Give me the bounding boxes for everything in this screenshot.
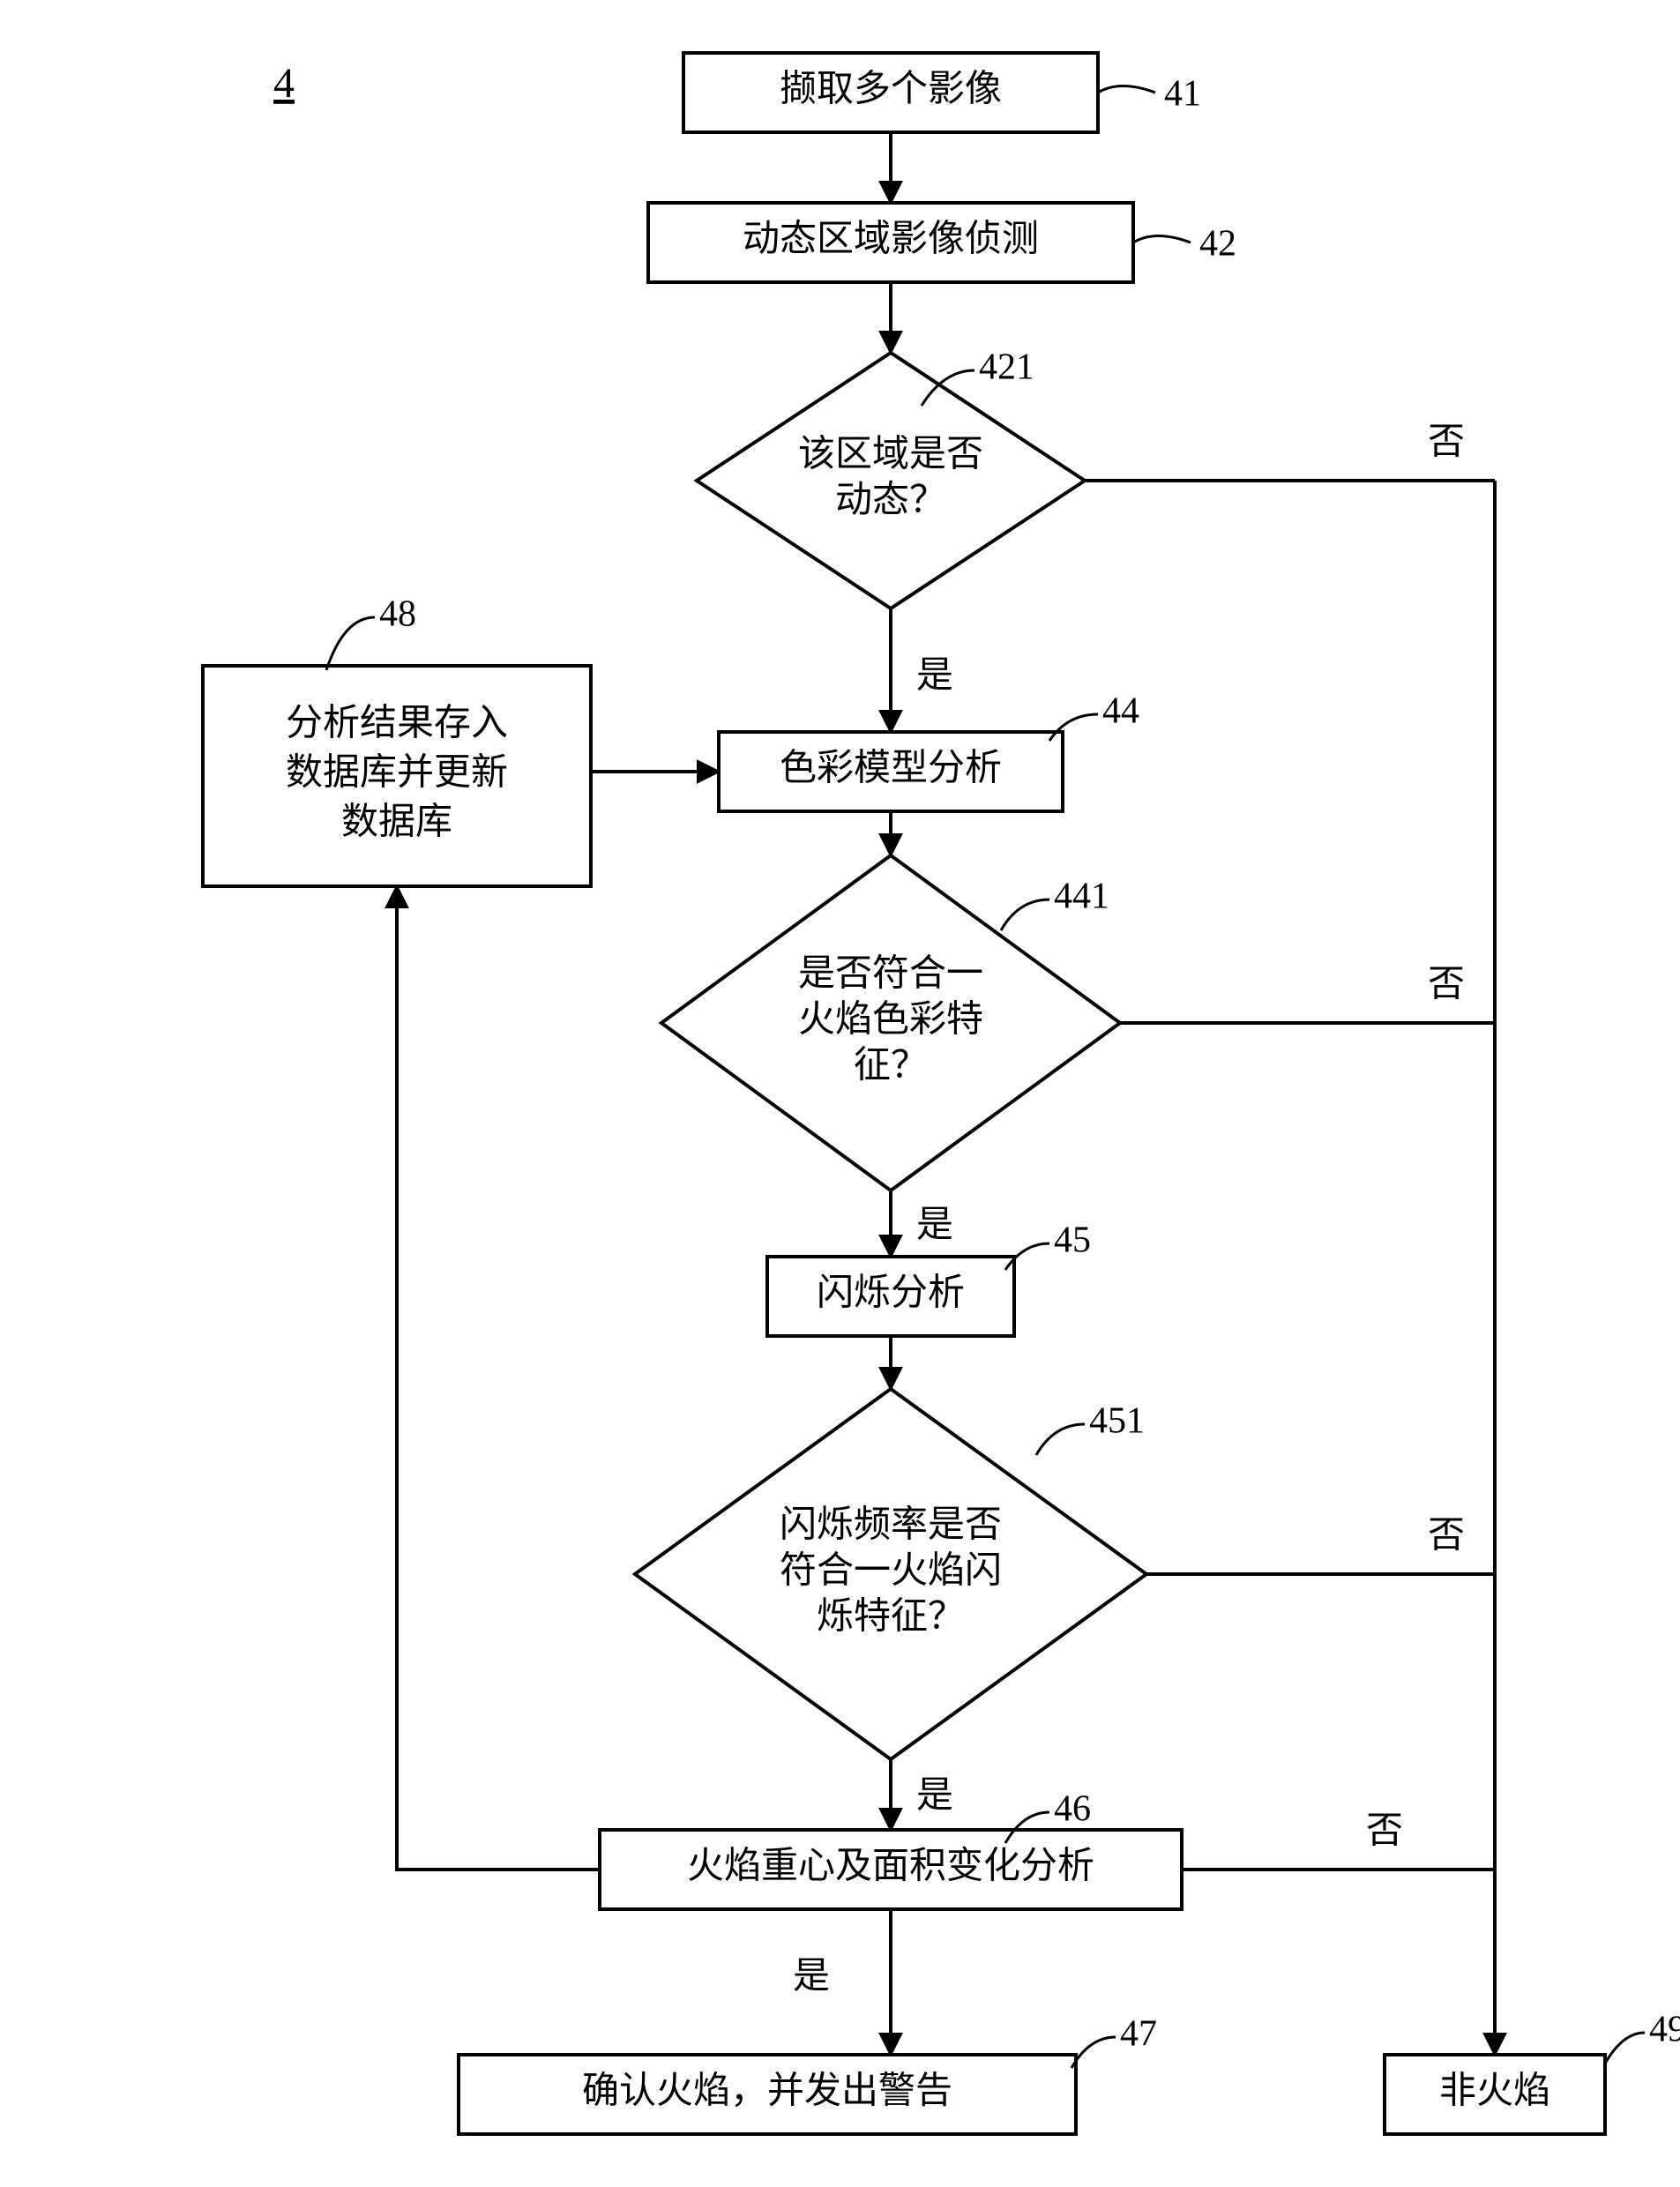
node-text-n48-1: 数据库并更新 [286,753,508,794]
decision-text-d451-0: 闪烁频率是否 [780,1504,1002,1546]
decision-text-d441-1: 火焰色彩特 [798,1000,983,1041]
callout-l451 [1036,1424,1085,1455]
ref-label-l47: 47 [1120,2014,1157,2055]
callout-l41 [1098,86,1155,93]
callout-l42 [1133,236,1191,243]
node-text-n44-0: 色彩模型分析 [780,749,1002,789]
node-text-n48-2: 数据库 [341,802,452,843]
ref-label-l451: 451 [1089,1401,1145,1442]
decision-text-d421-0: 该区域是否 [798,435,983,475]
node-text-n47-0: 确认火焰，并发出警告 [582,2071,952,2112]
decision-text-d421-1: 动态？ [835,481,946,521]
decision-text-d451-1: 符合一火焰闪 [780,1551,1002,1592]
edge-label-e451_no: 否 [1428,1516,1465,1556]
edge-label-e451_46: 是 [916,1776,953,1817]
node-text-n45-0: 闪烁分析 [817,1273,965,1314]
figure-id: 4 [273,60,295,107]
node-text-n48-0: 分析结果存入 [286,704,508,744]
edge-label-e441_no: 否 [1428,965,1465,1005]
ref-label-l46: 46 [1054,1789,1091,1830]
edge-label-e46_no: 否 [1366,1811,1403,1852]
edge-label-e46_47: 是 [793,1957,830,1997]
node-text-n41-0: 撷取多个影像 [780,70,1002,110]
edge-label-e421_44: 是 [916,656,953,697]
node-text-n46-0: 火焰重心及面积变化分析 [687,1846,1094,1887]
callout-l47 [1071,2037,1116,2068]
node-text-n49-0: 非火焰 [1439,2071,1550,2112]
callout-l441 [1001,899,1049,930]
ref-label-l44: 44 [1102,691,1139,732]
flowchart: 4是是是是否否否否撷取多个影像动态区域影像侦测该区域是否动态？色彩模型分析是否符… [0,0,1680,2187]
decision-text-d451-2: 烁特征？ [817,1597,965,1638]
decision-text-d441-0: 是否符合一 [798,954,983,995]
ref-label-l42: 42 [1199,224,1236,265]
callout-l48 [326,617,375,670]
ref-label-l441: 441 [1054,877,1109,917]
edge-label-e441_45: 是 [916,1205,953,1246]
edge-label-e421_no: 否 [1428,422,1465,463]
ref-label-l421: 421 [979,347,1034,388]
ref-label-l48: 48 [379,594,416,635]
ref-label-l45: 45 [1054,1220,1091,1261]
callout-l49 [1605,2033,1645,2064]
edge-e46_48 [397,886,600,1870]
ref-label-l41: 41 [1164,74,1201,115]
ref-label-l49: 49 [1649,2010,1680,2050]
decision-text-d441-2: 征？ [854,1046,928,1086]
node-text-n42-0: 动态区域影像侦测 [743,220,1039,260]
